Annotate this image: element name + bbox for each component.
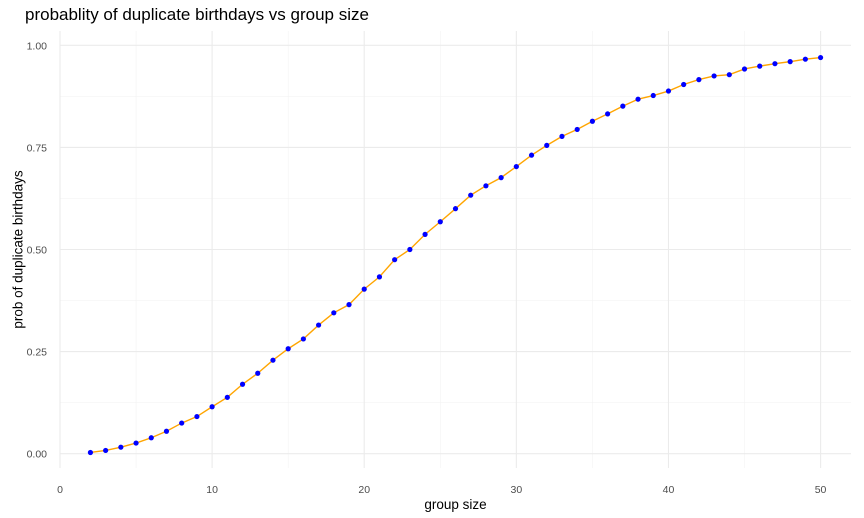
y-tick-label: 0.00 bbox=[27, 449, 48, 461]
data-point bbox=[163, 428, 170, 434]
data-point bbox=[544, 142, 550, 148]
data-point bbox=[255, 370, 261, 376]
data-point bbox=[726, 72, 732, 78]
data-point bbox=[133, 440, 139, 446]
data-point bbox=[772, 61, 778, 67]
data-point bbox=[103, 447, 109, 454]
x-tick-label: 40 bbox=[663, 484, 675, 496]
data-point bbox=[452, 206, 459, 212]
data-point bbox=[483, 183, 489, 189]
series-line bbox=[90, 56, 821, 454]
data-point bbox=[817, 54, 824, 61]
data-point bbox=[650, 92, 656, 99]
data-point bbox=[224, 394, 230, 400]
data-point bbox=[757, 63, 763, 69]
x-tick-label: 10 bbox=[206, 484, 218, 496]
data-point bbox=[194, 413, 200, 420]
y-tick-label: 0.75 bbox=[27, 142, 48, 154]
data-point bbox=[528, 152, 535, 158]
y-tick-label: 0.50 bbox=[27, 245, 48, 257]
data-point bbox=[513, 163, 519, 170]
data-point bbox=[239, 381, 246, 387]
data-point bbox=[179, 420, 185, 426]
y-axis-title: prob of duplicate birthdays bbox=[11, 170, 26, 329]
data-point bbox=[209, 404, 215, 410]
x-tick-label: 0 bbox=[57, 484, 63, 496]
data-point bbox=[270, 357, 276, 363]
data-point bbox=[559, 133, 565, 139]
data-point bbox=[498, 175, 504, 181]
data-point bbox=[620, 103, 626, 109]
y-tick-label: 1.00 bbox=[27, 40, 48, 52]
x-tick-label: 20 bbox=[358, 484, 370, 496]
data-point bbox=[407, 246, 413, 253]
data-point bbox=[422, 231, 428, 237]
data-point bbox=[605, 111, 611, 117]
data-point bbox=[87, 449, 94, 456]
y-tick-label: 0.25 bbox=[27, 347, 48, 359]
data-point bbox=[392, 257, 398, 263]
data-point bbox=[802, 56, 808, 62]
data-point bbox=[118, 444, 124, 450]
data-point bbox=[741, 66, 748, 72]
tick-labels: 0 10 20 30 40 50 0.00 0.25 0.50 0.75 1.00 bbox=[27, 40, 827, 496]
data-point bbox=[468, 192, 474, 198]
chart-title: probablity of duplicate birthdays vs gro… bbox=[25, 5, 369, 24]
x-tick-label: 30 bbox=[511, 484, 523, 496]
data-point bbox=[315, 322, 322, 328]
x-tick-label: 50 bbox=[815, 484, 827, 496]
data-point bbox=[574, 126, 580, 133]
data-point bbox=[346, 302, 352, 308]
data-point bbox=[148, 435, 154, 441]
data-point bbox=[361, 286, 367, 292]
data-point bbox=[696, 77, 702, 83]
data-point bbox=[285, 346, 291, 352]
data-point bbox=[589, 118, 596, 124]
data-point bbox=[331, 310, 337, 316]
data-point bbox=[635, 96, 641, 102]
x-axis-title: group size bbox=[424, 497, 486, 512]
data-point bbox=[376, 274, 383, 280]
data-series bbox=[87, 54, 824, 456]
data-point bbox=[787, 59, 793, 65]
data-point bbox=[711, 73, 717, 79]
data-point bbox=[437, 219, 443, 225]
data-point bbox=[300, 336, 306, 342]
grid-lines bbox=[59, 31, 851, 468]
data-point bbox=[681, 81, 687, 88]
data-point bbox=[665, 88, 672, 94]
